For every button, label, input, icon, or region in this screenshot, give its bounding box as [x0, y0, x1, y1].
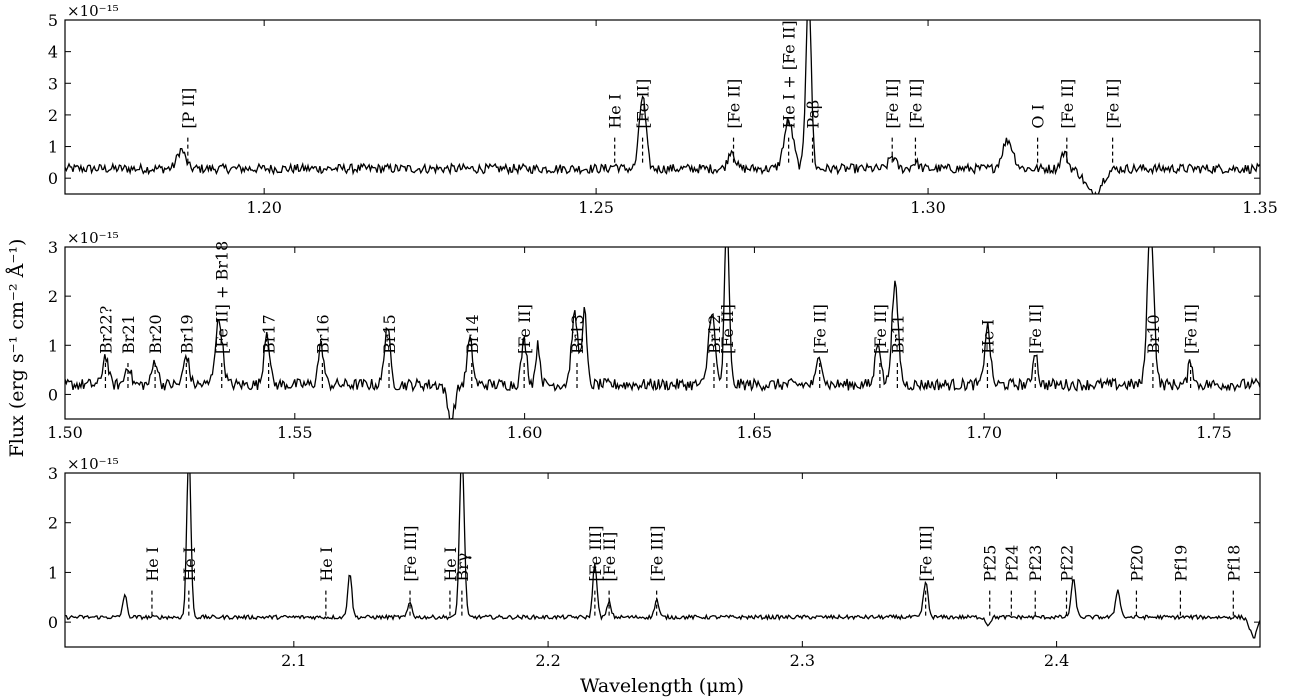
line-id-label: [Fe II] — [634, 79, 653, 129]
line-id-label: [Fe II] — [1104, 79, 1123, 129]
y-tick-label: 4 — [48, 43, 58, 62]
x-tick-label: 1.70 — [966, 423, 1002, 442]
line-id-label: Pf22 — [1058, 545, 1077, 582]
y-tick-label: 1 — [48, 138, 58, 157]
line-id-label: Br10 — [1144, 314, 1163, 354]
line-id-label: [Fe II] — [515, 304, 534, 354]
line-id-label: He I — [143, 547, 162, 582]
spectrum-line — [65, 247, 1260, 419]
panel-1: 1.20 1.25 1.30 1.35 0 1 2 3 4 5 ×10⁻¹⁵ [P II] He I [F… — [48, 2, 1278, 217]
line-id-label: [Fe II] — [811, 304, 830, 354]
y-scale-label: ×10⁻¹⁵ — [67, 455, 119, 473]
line-id-label: [Fe II] — [871, 304, 890, 354]
y-tick-label: 0 — [48, 169, 58, 188]
x-tick-label: 2.3 — [790, 651, 815, 670]
y-axis-title: Flux (erg s⁻¹ cm⁻² Å⁻¹) — [6, 239, 28, 458]
line-id-label: [Fe II] — [718, 304, 737, 354]
y-tick-label: 3 — [48, 238, 58, 257]
line-id-label: Br16 — [313, 314, 332, 354]
x-tick-label: 2.1 — [281, 651, 306, 670]
x-tick-label: 1.30 — [910, 198, 946, 217]
line-id-label: Paβ — [804, 100, 823, 129]
line-id-label: He I — [606, 94, 625, 129]
x-tick-label: 1.65 — [737, 423, 773, 442]
line-id-label: Pf19 — [1171, 545, 1190, 582]
line-id-label: [Fe II] — [1182, 304, 1201, 354]
line-id-label: [Fe II] + Br18 — [213, 241, 232, 354]
line-id-label: Br21 — [119, 314, 138, 354]
x-tick-label: 1.75 — [1196, 423, 1232, 442]
spectrum-line — [65, 20, 1260, 194]
x-tick-label: 1.20 — [246, 198, 282, 217]
x-tick-label: 1.60 — [507, 423, 543, 442]
line-id-label: [Fe II] — [1058, 79, 1077, 129]
line-id-label: Pf20 — [1127, 545, 1146, 582]
y-tick-label: 2 — [48, 514, 58, 533]
x-tick-label: 1.50 — [47, 423, 83, 442]
line-id-label: He I + [Fe II] — [780, 20, 799, 128]
y-tick-label: 2 — [48, 106, 58, 125]
line-id-label: Pf24 — [1002, 545, 1021, 582]
line-id-label: [Fe II] — [883, 79, 902, 129]
y-tick-label: 1 — [48, 563, 58, 582]
line-id-label: Br22? — [96, 306, 115, 354]
y-tick-label: 0 — [48, 613, 58, 632]
panel-3: 2.1 2.2 2.3 2.4 0 1 2 3 ×10⁻¹⁵ He I He I He I [Fe II… — [48, 455, 1261, 670]
line-id-label: [Fe III] — [586, 525, 605, 581]
line-id-label: Brγ — [453, 553, 472, 582]
line-id-label: Br17 — [260, 314, 279, 354]
x-tick-label: 1.25 — [578, 198, 614, 217]
line-id-label: Br14 — [463, 314, 482, 354]
line-id-label: [Fe III] — [401, 525, 420, 581]
line-id-label: [Fe II] — [725, 79, 744, 129]
line-id-label: Pf23 — [1026, 545, 1045, 582]
x-tick-label: 1.35 — [1242, 198, 1278, 217]
y-tick-label: 3 — [48, 74, 58, 93]
y-scale-label: ×10⁻¹⁵ — [67, 2, 119, 20]
chart-panels: 1.20 1.25 1.30 1.35 0 1 2 3 4 5 ×10⁻¹⁵ [P II] He I [F… — [47, 2, 1278, 670]
line-id-label: [Fe III] — [648, 525, 667, 581]
x-axis-title: Wavelength (μm) — [580, 675, 744, 697]
line-id-label: He I — [441, 547, 460, 582]
y-tick-label: 3 — [48, 464, 58, 483]
line-id-label: He I — [180, 547, 199, 582]
line-id-label: Br12 — [705, 314, 724, 354]
line-id-label: Br20 — [146, 314, 165, 354]
line-id-label: Pf25 — [981, 545, 1000, 582]
plot-frame — [64, 472, 1261, 648]
y-tick-label: 5 — [48, 11, 58, 30]
x-tick-label: 1.55 — [277, 423, 313, 442]
line-id-label: [Fe II] — [1026, 304, 1045, 354]
line-id-label: O I — [1029, 104, 1048, 129]
x-tick-label: 2.4 — [1044, 651, 1069, 670]
y-scale-label: ×10⁻¹⁵ — [67, 229, 119, 247]
plot-frame — [64, 19, 1261, 195]
line-id-label: [Fe II] — [906, 79, 925, 129]
line-id-label: Br15 — [380, 314, 399, 354]
plot-frame — [64, 246, 1261, 420]
line-id-label: Br13 — [568, 314, 587, 354]
line-id-label: He I — [317, 547, 336, 582]
line-id-label: [Fe II] — [600, 532, 619, 582]
line-id-label: He I — [978, 319, 997, 354]
line-id-label: Br11 — [888, 314, 907, 354]
spectrum-line — [65, 473, 1260, 639]
line-id-label: [P II] — [179, 88, 198, 129]
line-id-label: Pf18 — [1224, 545, 1243, 582]
y-tick-label: 1 — [48, 336, 58, 355]
y-tick-label: 0 — [48, 385, 58, 404]
x-tick-label: 2.2 — [535, 651, 560, 670]
line-id-label: [Fe III] — [917, 525, 936, 581]
line-id-label: Br19 — [177, 314, 196, 354]
y-tick-label: 2 — [48, 287, 58, 306]
